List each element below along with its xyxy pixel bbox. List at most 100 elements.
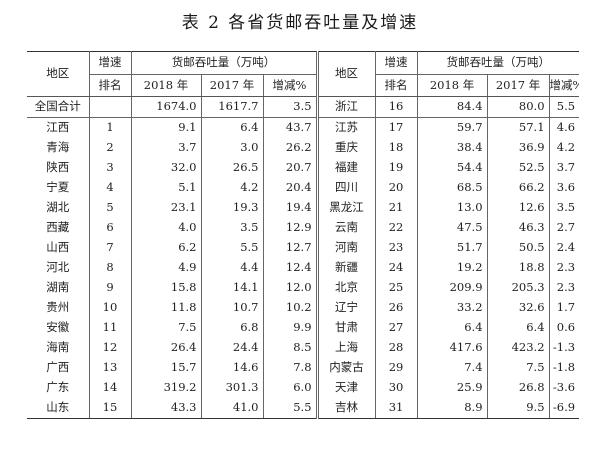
left-value-2018-cell: 23.1 (130, 198, 201, 218)
left-rank-cell: 6 (88, 218, 131, 238)
left-change-cell: 3.5 (262, 96, 318, 118)
left-region-cell: 江西 (46, 120, 70, 135)
header-region-right: 地区 (315, 51, 376, 97)
left-value-2018-cell: 6.2 (130, 238, 201, 258)
right-value-2017-cell: 205.3 (486, 278, 550, 298)
table-body: 全国合计 1674.0 1617.7 3.5 浙江 16 84.4 80.0 5.5 江西 1 9.1… (27, 96, 580, 419)
left-region-cell: 陕西 (46, 160, 70, 175)
right-rank-cell: 19 (374, 158, 418, 178)
right-value-2018-cell: 417.6 (416, 338, 488, 358)
right-value-2018-cell: 6.4 (416, 318, 488, 338)
left-region-cell: 宁夏 (46, 180, 70, 195)
left-value-2018-cell: 3.7 (130, 138, 201, 158)
right-value-2017-cell: 9.5 (486, 398, 550, 419)
left-value-2017-cell: 24.4 (200, 338, 263, 358)
right-value-2018-cell: 33.2 (416, 298, 488, 318)
left-region-cell: 全国合计 (27, 96, 89, 118)
right-change-cell: 3.6 (548, 178, 580, 198)
left-value-2018-cell: 5.1 (130, 178, 201, 198)
left-value-2017-cell: 5.5 (200, 238, 263, 258)
right-change-cell: 3.5 (548, 198, 580, 218)
table-row: 湖南 9 15.8 14.1 12.0 北京 25 209.9 205.3 2.3 (27, 278, 580, 298)
table-row: 安徽 11 7.5 6.8 9.9 甘肃 27 6.4 6.4 0.6 (27, 318, 580, 338)
left-value-2017-cell: 19.3 (200, 198, 263, 218)
header-throughput-left: 货邮吞吐量（万吨） (130, 51, 318, 75)
right-value-2018-cell: 13.0 (416, 198, 488, 218)
table-row: 山东 15 43.3 41.0 5.5 吉林 31 8.9 9.5 -6.9 (27, 398, 580, 419)
right-rank-cell: 22 (374, 218, 418, 238)
left-value-2017-cell: 3.5 (200, 218, 263, 238)
right-value-2018-cell: 68.5 (416, 178, 488, 198)
right-region-cell: 云南 (315, 218, 376, 238)
right-value-2017-cell: 52.5 (486, 158, 550, 178)
right-change-cell: 4.6 (548, 117, 580, 138)
left-value-2018-cell: 26.4 (130, 338, 201, 358)
left-change-cell: 9.9 (262, 318, 318, 338)
left-change-cell: 20.7 (262, 158, 318, 178)
right-value-2017-cell: 66.2 (486, 178, 550, 198)
header-row-top: 地区 增速 货邮吞吐量（万吨） 地区 增速 货邮吞吐量（万吨） (27, 51, 580, 97)
left-change-cell: 7.8 (262, 358, 318, 378)
table-row: 陕西 3 32.0 26.5 20.7 福建 19 54.4 52.5 3.7 (27, 158, 580, 178)
left-value-2018-cell: 15.7 (130, 358, 201, 378)
right-rank-cell: 27 (374, 318, 418, 338)
left-rank-cell: 4 (88, 178, 131, 198)
header-region-left: 地区 (27, 51, 89, 97)
left-region-cell: 湖北 (46, 200, 70, 215)
left-region-cell: 湖南 (46, 280, 70, 295)
right-region-cell: 吉林 (315, 398, 376, 419)
right-rank-cell: 20 (374, 178, 418, 198)
right-change-cell: -1.8 (548, 358, 580, 378)
left-change-cell: 19.4 (262, 198, 318, 218)
table-row: 广东 14 319.2 301.3 6.0 天津 30 25.9 26.8 -3.6 (27, 378, 580, 398)
left-rank-cell: 8 (88, 258, 131, 278)
table-row: 河北 8 4.9 4.4 12.4 新疆 24 19.2 18.8 2.3 (27, 258, 580, 278)
left-value-2017-cell: 14.1 (200, 278, 263, 298)
left-region-cell: 河北 (46, 260, 70, 275)
table-row: 全国合计 1674.0 1617.7 3.5 浙江 16 84.4 80.0 5.5 (27, 96, 580, 118)
right-region-cell: 甘肃 (315, 318, 376, 338)
table-row: 湖北 5 23.1 19.3 19.4 黑龙江 21 13.0 12.6 3.5 (27, 198, 580, 218)
left-change-cell: 8.5 (262, 338, 318, 358)
left-change-cell: 26.2 (262, 138, 318, 158)
left-value-2018-cell: 11.8 (130, 298, 201, 318)
right-rank-cell: 28 (374, 338, 418, 358)
right-value-2017-cell: 46.3 (486, 218, 550, 238)
left-change-cell: 12.9 (262, 218, 318, 238)
right-region-cell: 黑龙江 (315, 198, 376, 218)
left-rank-cell: 5 (88, 198, 131, 218)
right-value-2017-cell: 80.0 (486, 96, 550, 118)
left-value-2017-cell: 6.8 (200, 318, 263, 338)
left-value-2017-cell: 3.0 (200, 138, 263, 158)
right-region-cell: 辽宁 (315, 298, 376, 318)
right-value-2018-cell: 59.7 (416, 117, 488, 138)
right-value-2018-cell: 51.7 (416, 238, 488, 258)
left-rank-cell: 1 (88, 117, 131, 138)
table-row: 山西 7 6.2 5.5 12.7 河南 23 51.7 50.5 2.4 (27, 238, 580, 258)
left-value-2018-cell: 43.3 (130, 398, 201, 419)
right-change-cell: 0.6 (548, 318, 580, 338)
right-change-cell: -6.9 (548, 398, 580, 419)
header-2018-right: 2018 年 (416, 74, 488, 97)
header-change-right: 增减% (548, 74, 580, 97)
left-rank-cell (88, 96, 131, 118)
right-value-2017-cell: 7.5 (486, 358, 550, 378)
left-rank-cell: 15 (88, 398, 131, 419)
left-change-cell: 12.7 (262, 238, 318, 258)
left-rank-cell: 10 (88, 298, 131, 318)
left-rank-cell: 3 (88, 158, 131, 178)
left-region-cell: 青海 (46, 140, 70, 155)
header-row-bottom: 排名 2018 年 2017 年 增减% 排名 2018 年 2017 年 增减… (27, 74, 580, 97)
left-value-2018-cell: 9.1 (130, 117, 201, 138)
left-change-cell: 20.4 (262, 178, 318, 198)
left-value-2017-cell: 14.6 (200, 358, 263, 378)
left-value-2017-cell: 301.3 (200, 378, 263, 398)
header-growth-right: 增速 (374, 51, 418, 75)
left-value-2018-cell: 319.2 (130, 378, 201, 398)
right-value-2018-cell: 19.2 (416, 258, 488, 278)
right-rank-cell: 29 (374, 358, 418, 378)
right-rank-cell: 23 (374, 238, 418, 258)
right-rank-cell: 24 (374, 258, 418, 278)
right-value-2017-cell: 423.2 (486, 338, 550, 358)
left-change-cell: 12.0 (262, 278, 318, 298)
